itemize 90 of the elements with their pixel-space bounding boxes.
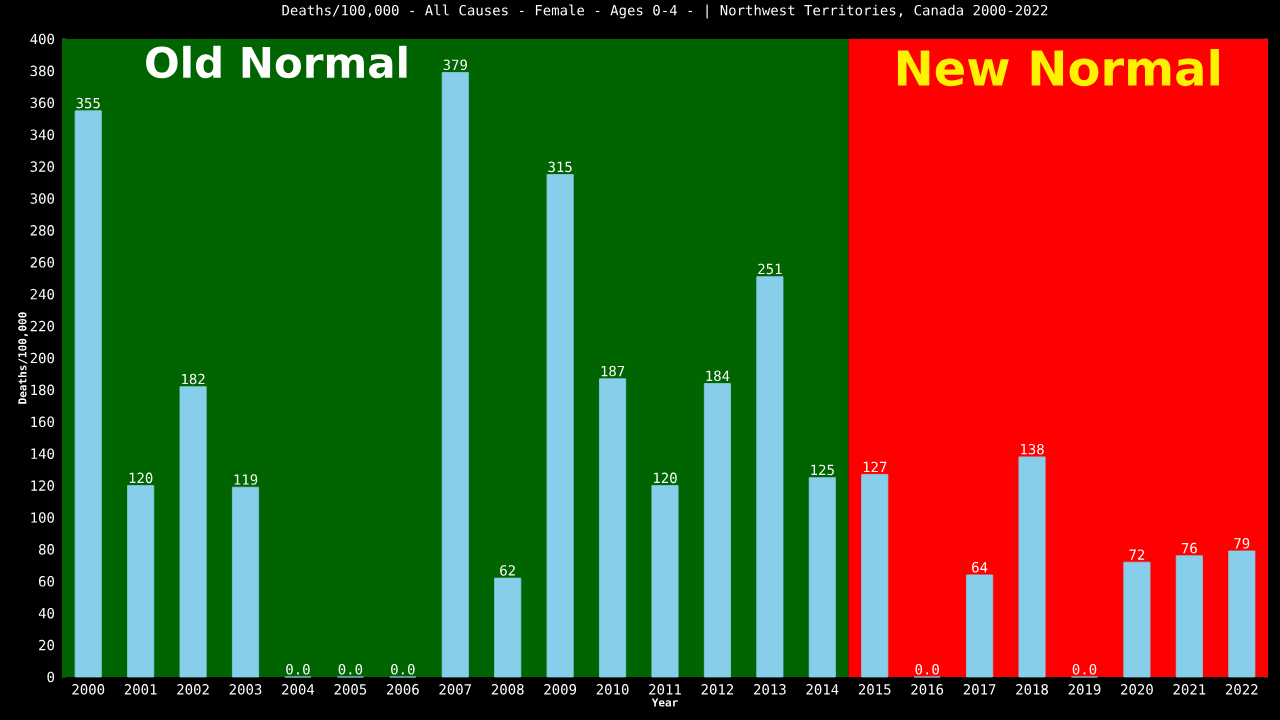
x-tick-label: 2002 bbox=[177, 684, 209, 695]
x-tick-label: 2005 bbox=[334, 684, 367, 695]
chart-title: Deaths/100,000 - All Causes - Female - Ages 0-4 - | Northwest Territories, Canada 2000-2022 bbox=[282, 4, 1048, 19]
data-label: 127 bbox=[863, 461, 887, 473]
data-label: 187 bbox=[601, 365, 625, 377]
x-tick-label: 2012 bbox=[701, 684, 734, 695]
data-label: 315 bbox=[548, 161, 572, 173]
data-label: 64 bbox=[972, 561, 988, 573]
y-tick-label: 60 bbox=[38, 576, 55, 587]
bar bbox=[703, 383, 731, 678]
y-tick-label: 260 bbox=[30, 257, 55, 268]
y-tick-label: 280 bbox=[30, 225, 55, 236]
bar bbox=[127, 485, 155, 678]
x-tick-label: 2021 bbox=[1173, 684, 1206, 695]
bar bbox=[861, 474, 889, 678]
bar bbox=[179, 386, 207, 678]
x-tick-label: 2009 bbox=[544, 684, 577, 695]
bar bbox=[1228, 550, 1256, 678]
data-label: 355 bbox=[76, 97, 100, 109]
x-tick-label: 2010 bbox=[596, 684, 629, 695]
y-tick-label: 80 bbox=[38, 544, 55, 555]
band-label: New Normal bbox=[897, 49, 1219, 87]
band-label: Old Normal bbox=[146, 45, 407, 79]
data-label: 182 bbox=[182, 373, 205, 385]
x-tick-label: 2015 bbox=[858, 684, 891, 695]
bar bbox=[232, 486, 260, 678]
data-label: 120 bbox=[129, 472, 153, 484]
bar bbox=[74, 110, 102, 678]
y-tick-label: 140 bbox=[31, 448, 55, 459]
y-tick-label: 320 bbox=[30, 161, 55, 172]
y-tick-label: 120 bbox=[31, 480, 55, 491]
bar bbox=[441, 72, 469, 678]
data-label: 138 bbox=[1021, 443, 1044, 455]
bar bbox=[651, 485, 679, 678]
x-tick-label: 2013 bbox=[754, 684, 786, 695]
x-tick-label: 2000 bbox=[72, 684, 105, 695]
bar bbox=[756, 276, 784, 678]
bar bbox=[1175, 555, 1203, 678]
x-tick-label: 2011 bbox=[649, 684, 681, 695]
x-tick-label: 2016 bbox=[911, 684, 944, 695]
y-tick-label: 0 bbox=[47, 671, 55, 683]
bar bbox=[966, 574, 994, 678]
x-tick-label: 2003 bbox=[229, 684, 262, 695]
bar bbox=[599, 378, 627, 678]
y-tick-label: 180 bbox=[31, 384, 55, 396]
x-tick-label: 2020 bbox=[1121, 684, 1153, 695]
data-label: 119 bbox=[234, 474, 258, 485]
y-tick-label: 20 bbox=[39, 639, 55, 651]
x-tick-label: 2017 bbox=[963, 684, 996, 695]
y-tick-label: 360 bbox=[30, 97, 55, 109]
y-tick-label: 200 bbox=[30, 352, 55, 364]
data-label: 184 bbox=[706, 370, 730, 382]
x-tick-label: 2018 bbox=[1016, 684, 1048, 695]
x-tick-label: 2022 bbox=[1225, 684, 1258, 695]
x-tick-label: 2007 bbox=[439, 684, 472, 695]
data-label: 62 bbox=[500, 565, 515, 576]
y-tick-label: 100 bbox=[31, 512, 55, 523]
y-tick-label: 400 bbox=[30, 33, 55, 45]
data-label: 72 bbox=[1129, 549, 1145, 560]
y-tick-label: 380 bbox=[30, 65, 55, 77]
data-label: 76 bbox=[1181, 542, 1197, 554]
y-tick-label: 40 bbox=[38, 607, 55, 619]
data-label: 125 bbox=[811, 464, 834, 476]
data-label: 379 bbox=[443, 59, 467, 71]
bar bbox=[1123, 561, 1151, 678]
x-tick-label: 2008 bbox=[491, 684, 524, 695]
y-tick-label: 300 bbox=[30, 193, 55, 204]
data-label: 0.0 bbox=[1072, 664, 1097, 675]
bar bbox=[494, 577, 522, 678]
data-label: 0.0 bbox=[391, 664, 415, 675]
y-tick-label: 240 bbox=[30, 288, 55, 300]
x-tick-label: 2001 bbox=[124, 684, 157, 695]
x-tick-label: 2006 bbox=[387, 684, 419, 695]
x-tick-label: 2004 bbox=[282, 684, 315, 695]
bar bbox=[808, 477, 836, 678]
x-axis-title: Year bbox=[651, 698, 678, 707]
y-axis-title: Deaths/100,000 bbox=[18, 312, 28, 404]
x-tick-label: 2019 bbox=[1068, 684, 1101, 695]
data-label: 79 bbox=[1234, 538, 1250, 549]
data-label: 0.0 bbox=[338, 664, 363, 675]
x-tick-label: 2014 bbox=[806, 684, 839, 695]
y-tick-label: 340 bbox=[30, 129, 55, 140]
bar bbox=[546, 174, 574, 678]
data-label: 120 bbox=[654, 472, 677, 484]
bar bbox=[1018, 456, 1046, 678]
y-tick-label: 160 bbox=[31, 416, 55, 428]
data-label: 251 bbox=[758, 263, 782, 275]
y-tick-label: 220 bbox=[30, 320, 55, 332]
data-label: 0.0 bbox=[286, 664, 310, 675]
data-label: 0.0 bbox=[915, 664, 939, 675]
